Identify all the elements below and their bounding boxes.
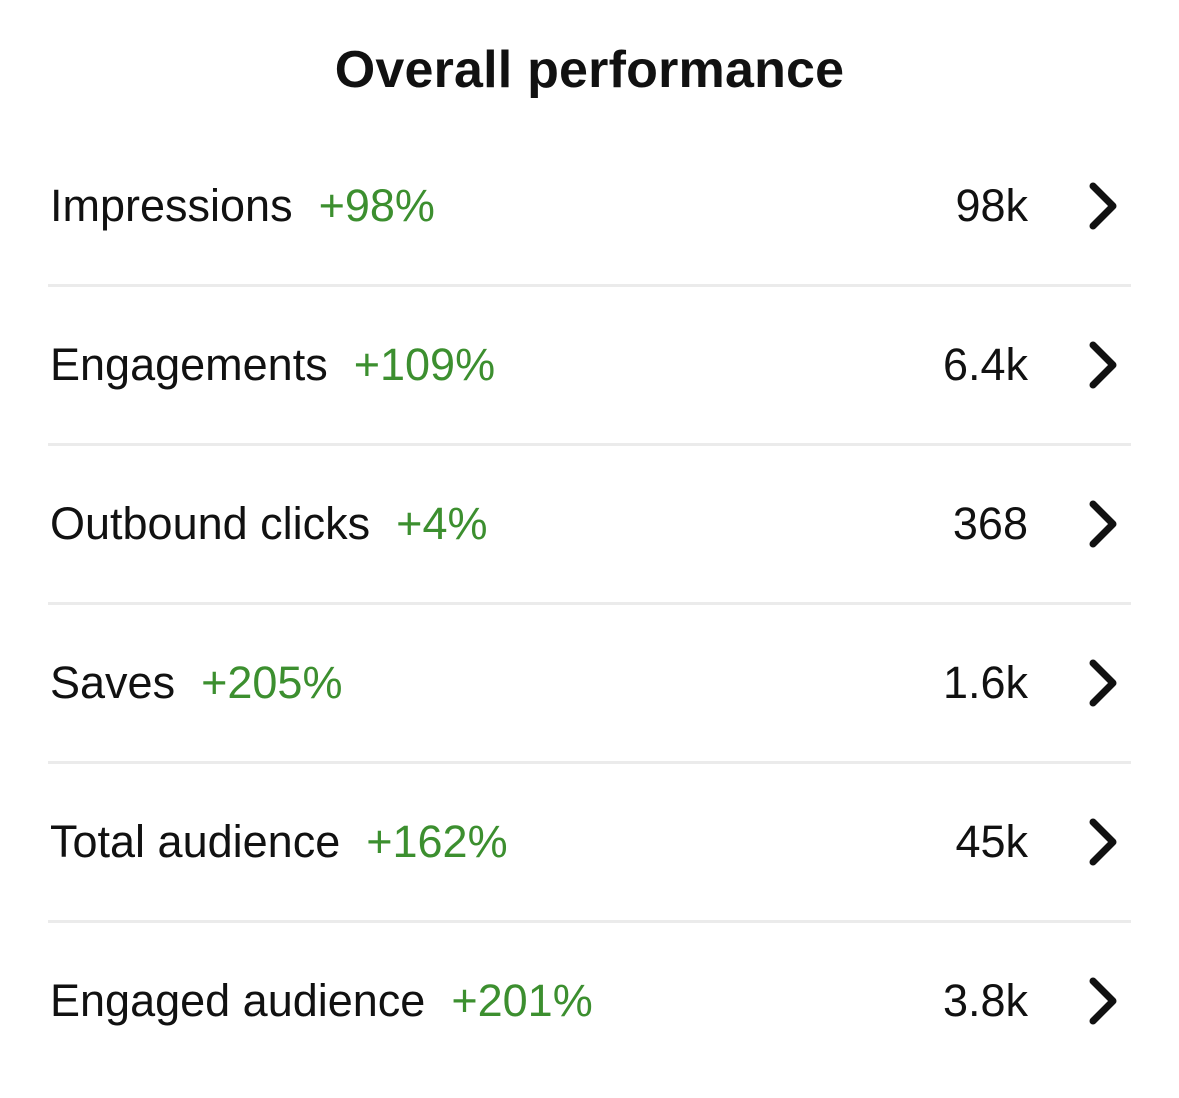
metric-value: 45k xyxy=(955,816,1028,867)
metric-label: Saves xyxy=(50,657,176,708)
metric-change: +98% xyxy=(318,180,435,231)
metric-row-impressions[interactable]: Impressions +98% 98k xyxy=(48,128,1131,284)
metric-value: 368 xyxy=(952,498,1028,549)
metric-label-group: Total audience +162% xyxy=(50,814,508,870)
page-title: Overall performance xyxy=(334,41,845,99)
chevron-right-icon[interactable] xyxy=(1085,498,1121,550)
metric-row-total-audience[interactable]: Total audience +162% 45k xyxy=(48,764,1131,920)
metric-row-saves[interactable]: Saves +205% 1.6k xyxy=(48,605,1131,761)
chevron-right-icon[interactable] xyxy=(1085,657,1121,709)
metric-value: 6.4k xyxy=(942,339,1028,390)
divider xyxy=(48,761,1131,764)
metric-label-group: Impressions +98% xyxy=(50,178,435,234)
metric-label: Outbound clicks xyxy=(50,498,371,549)
metric-value: 98k xyxy=(955,180,1028,231)
metric-label: Engagements xyxy=(50,339,328,390)
divider xyxy=(48,920,1131,923)
metric-change: +109% xyxy=(353,339,496,390)
metric-row-engaged-audience[interactable]: Engaged audience +201% 3.8k xyxy=(48,923,1131,1079)
metric-label-group: Engaged audience +201% xyxy=(50,973,593,1029)
divider xyxy=(48,284,1131,287)
metric-value: 1.6k xyxy=(942,657,1028,708)
metric-label: Total audience xyxy=(50,816,341,867)
metric-label: Engaged audience xyxy=(50,975,426,1026)
metric-label-group: Saves +205% xyxy=(50,655,342,711)
metrics-list: Impressions +98% 98k Engagements +109% 6.4… xyxy=(48,128,1131,1079)
divider xyxy=(48,443,1131,446)
chevron-right-icon[interactable] xyxy=(1085,339,1121,391)
chevron-right-icon[interactable] xyxy=(1085,816,1121,868)
metric-label-group: Outbound clicks +4% xyxy=(50,496,488,552)
metric-change: +205% xyxy=(201,657,343,708)
metric-value: 3.8k xyxy=(942,975,1028,1026)
metric-change: +201% xyxy=(451,975,593,1026)
chevron-right-icon[interactable] xyxy=(1085,180,1121,232)
metric-label-group: Engagements +109% xyxy=(50,337,495,393)
divider xyxy=(48,602,1131,605)
metric-change: +4% xyxy=(396,498,488,549)
chevron-right-icon[interactable] xyxy=(1085,975,1121,1027)
metric-row-outbound-clicks[interactable]: Outbound clicks +4% 368 xyxy=(48,446,1131,602)
metric-label: Impressions xyxy=(50,180,293,231)
metric-change: +162% xyxy=(366,816,508,867)
metric-row-engagements[interactable]: Engagements +109% 6.4k xyxy=(48,287,1131,443)
